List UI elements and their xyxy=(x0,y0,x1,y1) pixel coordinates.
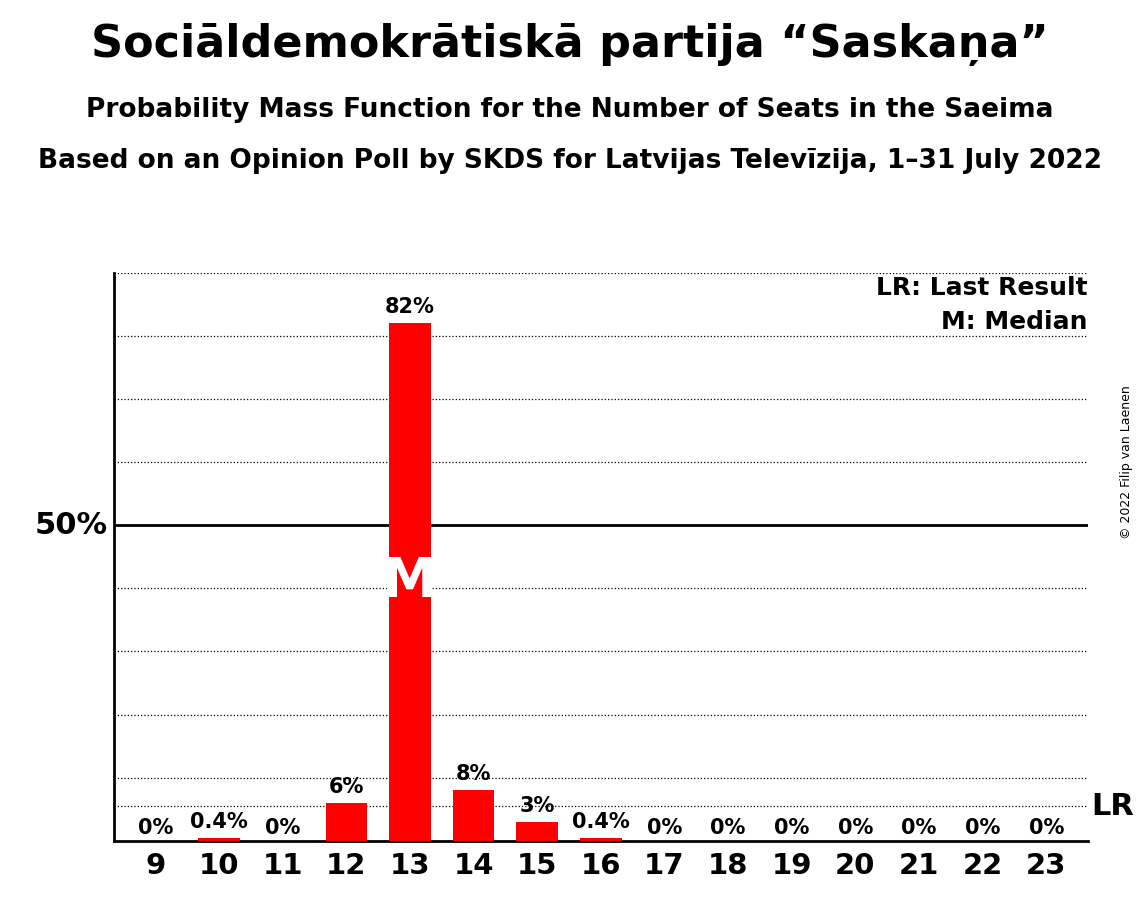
Bar xyxy=(516,822,558,841)
Text: 0%: 0% xyxy=(901,818,936,838)
Text: 50%: 50% xyxy=(35,511,108,540)
Text: LR: Last Result: LR: Last Result xyxy=(876,275,1088,299)
Text: 8%: 8% xyxy=(456,764,491,784)
Bar xyxy=(453,790,494,841)
Text: 0%: 0% xyxy=(1029,818,1064,838)
Text: 0.4%: 0.4% xyxy=(572,812,630,832)
Bar xyxy=(326,803,367,841)
Text: M: M xyxy=(383,555,437,609)
Text: 0%: 0% xyxy=(138,818,173,838)
Text: 0%: 0% xyxy=(647,818,682,838)
Text: 0%: 0% xyxy=(965,818,1000,838)
Bar xyxy=(390,323,431,841)
Text: 0.4%: 0.4% xyxy=(190,812,248,832)
Text: LR: LR xyxy=(1091,792,1133,821)
Text: 0%: 0% xyxy=(775,818,810,838)
Text: M: Median: M: Median xyxy=(941,310,1088,334)
Text: 0%: 0% xyxy=(265,818,301,838)
Text: Based on an Opinion Poll by SKDS for Latvijas Televīzija, 1–31 July 2022: Based on an Opinion Poll by SKDS for Lat… xyxy=(38,148,1101,174)
Text: 82%: 82% xyxy=(385,297,435,317)
Bar xyxy=(198,838,239,841)
Text: 6%: 6% xyxy=(328,777,363,796)
Bar xyxy=(580,838,622,841)
Text: 3%: 3% xyxy=(519,796,555,816)
Text: © 2022 Filip van Laenen: © 2022 Filip van Laenen xyxy=(1121,385,1133,539)
Text: Probability Mass Function for the Number of Seats in the Saeima: Probability Mass Function for the Number… xyxy=(85,97,1054,123)
Text: 0%: 0% xyxy=(711,818,746,838)
Text: Sociāldemokrātiskā partija “Saskaņa”: Sociāldemokrātiskā partija “Saskaņa” xyxy=(91,23,1048,67)
Text: 0%: 0% xyxy=(838,818,874,838)
